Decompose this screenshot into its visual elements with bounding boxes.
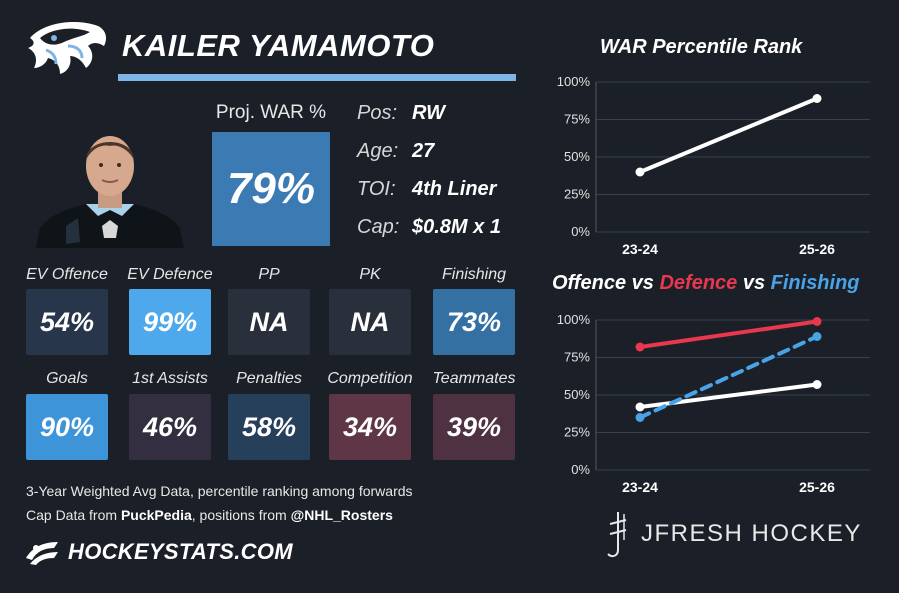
stat-label: EV Defence <box>127 266 213 283</box>
stat-tile: NA <box>228 289 310 355</box>
footnote-credits: Cap Data from PuckPedia, positions from … <box>26 507 393 523</box>
stat-tile: 73% <box>433 289 515 355</box>
info-key: TOI: <box>357 178 396 200</box>
offence-defence-finishing-chart: 0% 25% 50% 75% 100% 23-24 25-26 <box>557 312 870 495</box>
x-tick-label: 25-26 <box>799 241 835 257</box>
stat-label: PK <box>359 266 381 283</box>
data-point <box>635 413 645 422</box>
stat-label: Goals <box>46 370 88 387</box>
hockeystats-wordmark: HOCKEYSTATS.COM <box>68 539 293 564</box>
series-line <box>638 96 819 174</box>
title-defence: Defence <box>659 272 738 294</box>
y-tick-label: 0% <box>571 462 590 477</box>
title-vs: vs <box>626 272 660 294</box>
stat-label: PP <box>258 266 280 283</box>
y-tick-label: 25% <box>564 187 590 202</box>
stat-tile: 46% <box>129 394 211 460</box>
info-key: Age: <box>357 140 399 162</box>
stat-label: Competition <box>327 370 413 387</box>
y-tick-label: 100% <box>557 312 591 327</box>
player-name: KAILER YAMAMOTO <box>122 28 435 63</box>
y-tick-label: 75% <box>564 350 590 365</box>
puckpedia-link[interactable]: PuckPedia <box>120 507 192 523</box>
series-line <box>638 334 819 420</box>
title-vs: vs <box>737 272 771 294</box>
stat-label: EV Offence <box>26 266 108 283</box>
info-row-cap: Cap: $0.8M x 1 <box>357 216 527 246</box>
stat-tile: NA <box>329 289 411 355</box>
y-tick-label: 25% <box>564 425 590 440</box>
stat-tile: 90% <box>26 394 108 460</box>
info-row-age: Age: 27 <box>357 140 527 170</box>
nhl-rosters-link[interactable]: @NHL_Rosters <box>290 507 393 523</box>
y-tick-label: 100% <box>557 74 591 89</box>
data-point <box>812 332 822 341</box>
data-point <box>635 342 645 352</box>
series-line <box>638 319 819 349</box>
footnote-mid: , positions from <box>191 507 291 523</box>
info-value: $0.8M x 1 <box>412 216 501 238</box>
war-chart-title: WAR Percentile Rank <box>600 36 803 58</box>
footnote-data-source: 3-Year Weighted Avg Data, percentile ran… <box>26 483 413 499</box>
x-tick-label: 23-24 <box>622 241 658 257</box>
y-tick-label: 75% <box>564 112 590 127</box>
name-underline <box>118 74 516 81</box>
kraken-icon <box>28 22 106 74</box>
ovdf-chart-title: Offence vs Defence vs Finishing <box>552 272 860 295</box>
player-headshot <box>36 136 184 248</box>
data-point <box>812 380 822 389</box>
stat-label: Finishing <box>441 266 507 283</box>
stat-tile: 58% <box>228 394 310 460</box>
stat-tile: 39% <box>433 394 515 460</box>
info-row-toi: TOI: 4th Liner <box>357 178 527 208</box>
jfresh-icon <box>607 512 627 558</box>
stat-tile: 99% <box>129 289 211 355</box>
proj-war-label: Proj. WAR % <box>215 102 327 123</box>
stat-label: Penalties <box>236 370 302 387</box>
stat-tile: 34% <box>329 394 411 460</box>
title-finishing: Finishing <box>770 272 860 294</box>
footnote-prefix: Cap Data from <box>26 507 121 523</box>
proj-war-value: 79% <box>212 132 330 246</box>
stat-label: 1st Assists <box>132 370 208 387</box>
war-percentile-chart: 0% 25% 50% 75% 100% 23-24 25-26 <box>557 74 870 257</box>
data-point <box>635 402 645 412</box>
data-point <box>635 167 645 177</box>
info-key: Pos: <box>357 102 398 124</box>
info-key: Cap: <box>357 216 400 238</box>
data-point <box>812 317 822 326</box>
y-tick-label: 50% <box>564 149 590 164</box>
title-offence: Offence <box>552 272 627 294</box>
y-tick-label: 0% <box>571 224 590 239</box>
stat-tile: 54% <box>26 289 108 355</box>
y-tick-label: 50% <box>564 387 590 402</box>
series-line <box>638 382 819 409</box>
data-point <box>812 94 822 103</box>
info-value: 4th Liner <box>412 178 497 200</box>
info-value: RW <box>412 102 445 124</box>
x-tick-label: 25-26 <box>799 479 835 495</box>
x-tick-label: 23-24 <box>622 479 658 495</box>
stat-label: Teammates <box>432 370 516 387</box>
info-value: 27 <box>412 140 435 162</box>
info-row-pos: Pos: RW <box>357 102 527 132</box>
jfresh-wordmark: JFRESH HOCKEY <box>641 520 862 547</box>
hockeystats-icon <box>26 542 58 565</box>
